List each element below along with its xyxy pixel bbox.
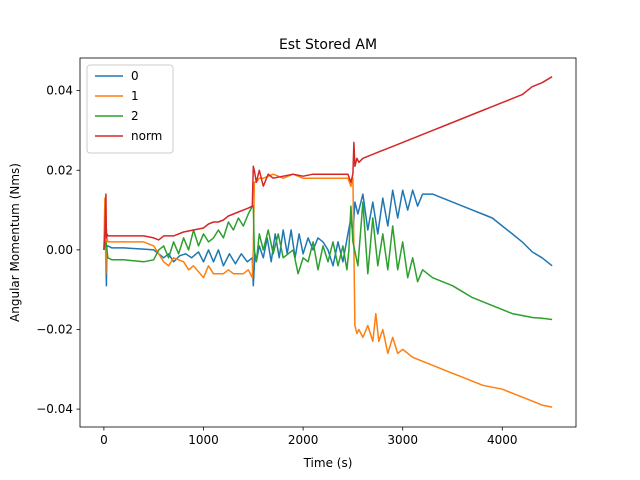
y-axis-label: Angular Momentum (Nms) xyxy=(8,163,22,322)
legend-label-1: 1 xyxy=(131,89,139,103)
series-line-0 xyxy=(103,189,553,287)
y-tick-label: 0.04 xyxy=(46,84,73,98)
series-line-2 xyxy=(103,201,553,321)
plot-frame xyxy=(79,57,577,428)
x-axis-label: Time (s) xyxy=(303,456,353,470)
legend: 0 1 2 norm xyxy=(86,64,174,154)
y-tick-label: −0.04 xyxy=(36,402,73,416)
legend-box xyxy=(86,64,174,154)
x-axis-ticks: 0 1000 2000 3000 4000 xyxy=(100,427,518,447)
y-tick-label: 0.02 xyxy=(46,163,73,177)
legend-label-0: 0 xyxy=(131,69,139,83)
x-tick-label: 3000 xyxy=(387,433,418,447)
x-tick-label: 0 xyxy=(100,433,108,447)
series-line-1 xyxy=(103,173,553,408)
series-layer xyxy=(103,76,553,408)
chart-title: Est Stored AM xyxy=(279,37,377,53)
x-tick-label: 2000 xyxy=(288,433,319,447)
x-tick-label: 1000 xyxy=(188,433,219,447)
x-tick-label: 4000 xyxy=(487,433,518,447)
series-line-norm xyxy=(103,76,553,250)
legend-label-2: 2 xyxy=(131,109,139,123)
y-tick-label: 0.00 xyxy=(46,243,73,257)
y-axis-ticks: −0.04 −0.02 0.00 0.02 0.04 xyxy=(36,84,80,416)
y-tick-label: −0.02 xyxy=(36,322,73,336)
legend-label-norm: norm xyxy=(131,129,162,143)
